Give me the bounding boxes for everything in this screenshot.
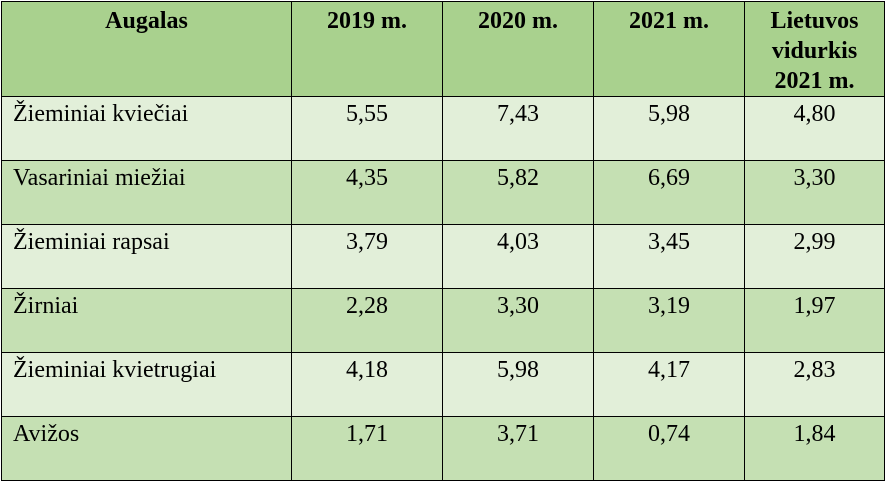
- cell-2019: 4,18: [291, 352, 443, 417]
- cell-2021: 6,69: [593, 160, 745, 225]
- table-row: Žieminiai kvietrugiai 4,18 5,98 4,17 2,8…: [1, 352, 885, 417]
- cell-2021: 5,98: [593, 96, 745, 161]
- header-lt-average-line-1: Lietuvos: [770, 8, 859, 34]
- cell-lt-average: 4,80: [744, 96, 885, 161]
- cell-crop: Vasariniai miežiai: [1, 160, 292, 225]
- cell-2021: 4,17: [593, 352, 745, 417]
- table-row: Vasariniai miežiai 4,35 5,82 6,69 3,30: [1, 160, 885, 225]
- table-row: Žieminiai rapsai 3,79 4,03 3,45 2,99: [1, 224, 885, 289]
- cell-2020: 5,98: [442, 352, 594, 417]
- cell-lt-average: 3,30: [744, 160, 885, 225]
- cell-crop: Žieminiai kviečiai: [1, 96, 292, 161]
- cell-2021: 3,45: [593, 224, 745, 289]
- cell-lt-average: 1,97: [744, 288, 885, 353]
- table-header-row: Augalas 2019 m. 2020 m. 2021 m. Lietuvos…: [1, 1, 885, 97]
- cell-crop: Avižos: [1, 416, 292, 481]
- cell-crop: Žieminiai kvietrugiai: [1, 352, 292, 417]
- header-2020: 2020 m.: [442, 1, 594, 97]
- cell-crop: Žirniai: [1, 288, 292, 353]
- cell-crop: Žieminiai rapsai: [1, 224, 292, 289]
- table-row: Avižos 1,71 3,71 0,74 1,84: [1, 416, 885, 481]
- cell-2019: 5,55: [291, 96, 443, 161]
- cell-lt-average: 2,83: [744, 352, 885, 417]
- cell-2020: 7,43: [442, 96, 594, 161]
- cell-2019: 2,28: [291, 288, 443, 353]
- header-crop: Augalas: [1, 1, 292, 97]
- header-2021: 2021 m.: [593, 1, 745, 97]
- cell-2020: 3,30: [442, 288, 594, 353]
- cell-2021: 3,19: [593, 288, 745, 353]
- header-lt-average: Lietuvos vidurkis 2021 m.: [744, 1, 885, 97]
- cell-2020: 3,71: [442, 416, 594, 481]
- cell-2021: 0,74: [593, 416, 745, 481]
- header-2019: 2019 m.: [291, 1, 443, 97]
- table-row: Žirniai 2,28 3,30 3,19 1,97: [1, 288, 885, 353]
- cell-2020: 4,03: [442, 224, 594, 289]
- cell-2019: 4,35: [291, 160, 443, 225]
- cell-2019: 3,79: [291, 224, 443, 289]
- header-lt-average-line-3: 2021 m.: [774, 68, 855, 94]
- cell-lt-average: 1,84: [744, 416, 885, 481]
- table-row: Žieminiai kviečiai 5,55 7,43 5,98 4,80: [1, 96, 885, 161]
- header-lt-average-line-2: vidurkis: [771, 38, 858, 64]
- cell-2019: 1,71: [291, 416, 443, 481]
- cell-lt-average: 2,99: [744, 224, 885, 289]
- cell-2020: 5,82: [442, 160, 594, 225]
